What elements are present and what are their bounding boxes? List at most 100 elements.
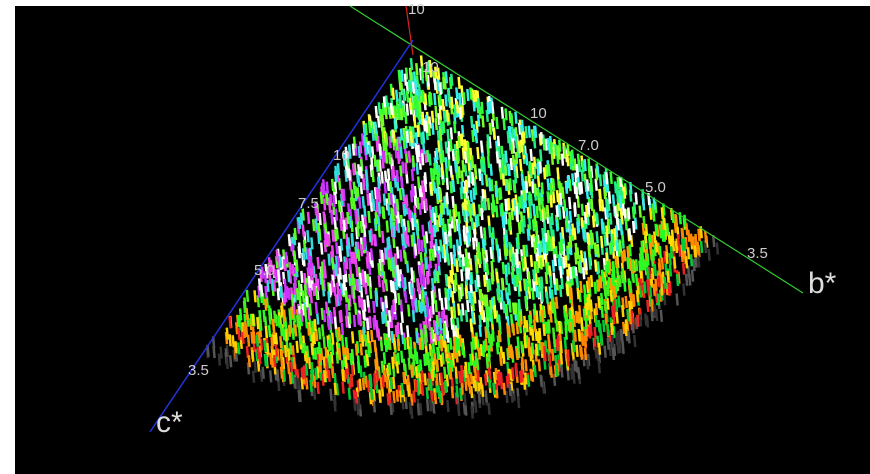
- reflection: [430, 110, 435, 123]
- reflection: [452, 306, 457, 319]
- reflection: [377, 225, 382, 238]
- reflection: [674, 215, 679, 228]
- reflection: [354, 185, 358, 199]
- reflection: [345, 165, 350, 179]
- reflection: [573, 181, 577, 195]
- reflection: [462, 92, 466, 105]
- reflection: [439, 354, 444, 367]
- reflection: [558, 181, 562, 194]
- reflection: [597, 296, 601, 309]
- reflection: [696, 255, 701, 268]
- reflection: [317, 327, 322, 340]
- reflection: [583, 347, 588, 361]
- reflection: [273, 355, 277, 368]
- reflection: [455, 152, 459, 165]
- reflection: [551, 236, 556, 249]
- reflection: [511, 199, 515, 212]
- reflection: [445, 109, 450, 122]
- reflection: [443, 340, 448, 353]
- reflection: [484, 326, 488, 339]
- reflection: [256, 295, 261, 308]
- reflection: [354, 241, 359, 254]
- reflection: [473, 366, 478, 379]
- reflection: [336, 163, 341, 176]
- reflection: [340, 322, 345, 336]
- reflection: [304, 316, 309, 329]
- reflection: [309, 255, 313, 268]
- reflection: [283, 344, 288, 358]
- reflection: [333, 181, 338, 194]
- reflection: [502, 351, 506, 365]
- reflection: [478, 168, 482, 182]
- reflection: [653, 244, 657, 257]
- reflection: [321, 266, 326, 279]
- reflection: [271, 318, 276, 332]
- reflection: [634, 317, 639, 330]
- reflection: [676, 234, 681, 247]
- reflection: [502, 382, 507, 396]
- reflection: [600, 199, 605, 212]
- reflection: [554, 143, 558, 157]
- reflection: [430, 290, 435, 304]
- reflection: [469, 274, 473, 287]
- reflection: [575, 344, 579, 357]
- reflection: [520, 132, 525, 146]
- reflection: [554, 246, 559, 259]
- reflection: [538, 161, 542, 174]
- reflection: [662, 282, 666, 295]
- reflection: [507, 373, 511, 386]
- reflection: [293, 276, 297, 289]
- reflection: [648, 285, 653, 298]
- reflection: [378, 390, 382, 403]
- reflection: [636, 314, 640, 327]
- reflection: [387, 363, 392, 376]
- reflection: [507, 283, 511, 296]
- reflection: [444, 141, 449, 154]
- reflection: [417, 238, 422, 252]
- reflection: [439, 339, 444, 352]
- reflection: [532, 319, 537, 332]
- reflection: [542, 167, 547, 180]
- reflection: [503, 244, 507, 257]
- reflection: [325, 181, 330, 194]
- reflection: [405, 325, 410, 338]
- reflection: [497, 146, 502, 159]
- reflection: [330, 178, 335, 191]
- reflection: [306, 282, 310, 296]
- reflection: [634, 192, 638, 205]
- reflection: [511, 367, 515, 380]
- reflection: [492, 200, 496, 213]
- reflection: [368, 276, 372, 289]
- reflection: [352, 286, 356, 299]
- reflection: [401, 105, 406, 118]
- reflection: [327, 291, 331, 304]
- reflection: [496, 282, 501, 296]
- reflection: [394, 266, 398, 280]
- reflection: [348, 258, 352, 271]
- reflection: [478, 324, 482, 337]
- reflection: [335, 329, 340, 343]
- reflection: [429, 92, 433, 106]
- reflection: [540, 289, 544, 302]
- reflection: [648, 242, 653, 255]
- reflection: [534, 273, 539, 286]
- reflection: [395, 198, 400, 211]
- reflection: [300, 309, 304, 322]
- reflection: [319, 191, 324, 205]
- reflection: [524, 278, 529, 292]
- reflection: [295, 259, 299, 272]
- reflection: [638, 205, 642, 218]
- reflection: [445, 177, 450, 190]
- reflection: [325, 358, 329, 371]
- reflection: [628, 244, 632, 257]
- reflection: [396, 264, 400, 278]
- reflection: [482, 238, 486, 251]
- reflection: [458, 334, 463, 347]
- reflection: [523, 256, 528, 269]
- reflection: [351, 143, 356, 156]
- reflection: [603, 207, 608, 220]
- reflection: [605, 225, 609, 238]
- reflection: [628, 280, 633, 294]
- reflection: [498, 187, 503, 200]
- reflection: [282, 292, 286, 305]
